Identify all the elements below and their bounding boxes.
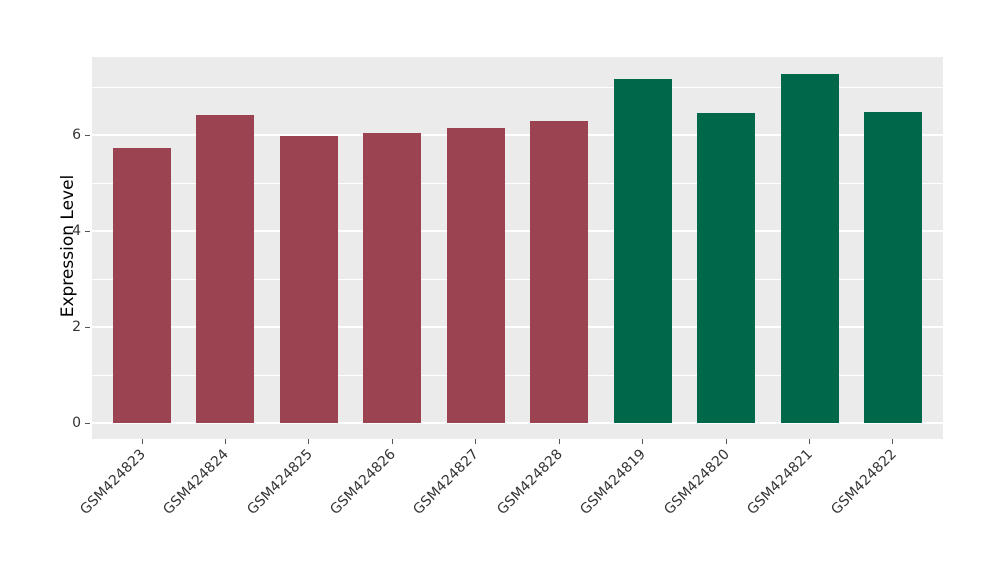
gridline-minor (92, 87, 943, 89)
bar-GSM424826 (363, 133, 422, 423)
plot-panel (92, 57, 943, 439)
gridline-major (92, 134, 943, 137)
gridline-major (92, 422, 943, 424)
bar-GSM424825 (279, 136, 338, 423)
x-tick-label-text: GSM424827 (410, 446, 483, 518)
y-tick-mark (85, 326, 90, 328)
y-tick-label: 6 (72, 127, 81, 144)
x-tick-mark (809, 439, 811, 444)
x-tick-label-text: GSM424820 (661, 446, 733, 518)
x-tick-mark (475, 439, 477, 444)
y-tick-mark (85, 422, 90, 424)
bar-GSM424822 (863, 111, 922, 423)
x-tick-label-text: GSM424822 (827, 446, 900, 518)
y-tick-label: 2 (72, 319, 81, 336)
y-tick-mark (85, 230, 90, 232)
gridline-major (92, 326, 943, 329)
gridline-minor (92, 278, 943, 280)
y-tick-label: 4 (72, 223, 81, 240)
x-tick-mark (391, 439, 393, 444)
x-tick-label-text: GSM424823 (77, 446, 149, 518)
gridline-major (92, 230, 943, 233)
bar-GSM424819 (613, 79, 672, 423)
bar-GSM424824 (196, 114, 255, 423)
x-tick-label-text: GSM424819 (577, 446, 650, 518)
x-tick-label-text: GSM424824 (160, 446, 233, 518)
y-axis-title: Expression Level (58, 174, 78, 318)
x-tick-mark (725, 439, 727, 444)
x-tick-mark (224, 439, 226, 444)
bar-GSM424827 (446, 128, 505, 423)
y-tick-label: 0 (72, 415, 81, 431)
x-tick-mark (892, 439, 894, 444)
x-tick-label-text: GSM424828 (494, 446, 566, 518)
x-tick-mark (642, 439, 644, 444)
x-tick-label-text: GSM424826 (327, 446, 399, 518)
x-tick-label-text: GSM424825 (243, 446, 316, 518)
gridline-minor (92, 182, 943, 184)
gridline-minor (92, 374, 943, 376)
x-tick-mark (141, 439, 143, 444)
bar-GSM424823 (113, 147, 171, 423)
bar-GSM424828 (530, 121, 589, 423)
x-tick-mark (308, 439, 310, 444)
y-tick-mark (85, 134, 90, 136)
bar-GSM424820 (697, 112, 756, 423)
bar-GSM424821 (780, 73, 839, 423)
x-tick-label-text: GSM424821 (744, 446, 817, 518)
x-tick-mark (558, 439, 560, 444)
